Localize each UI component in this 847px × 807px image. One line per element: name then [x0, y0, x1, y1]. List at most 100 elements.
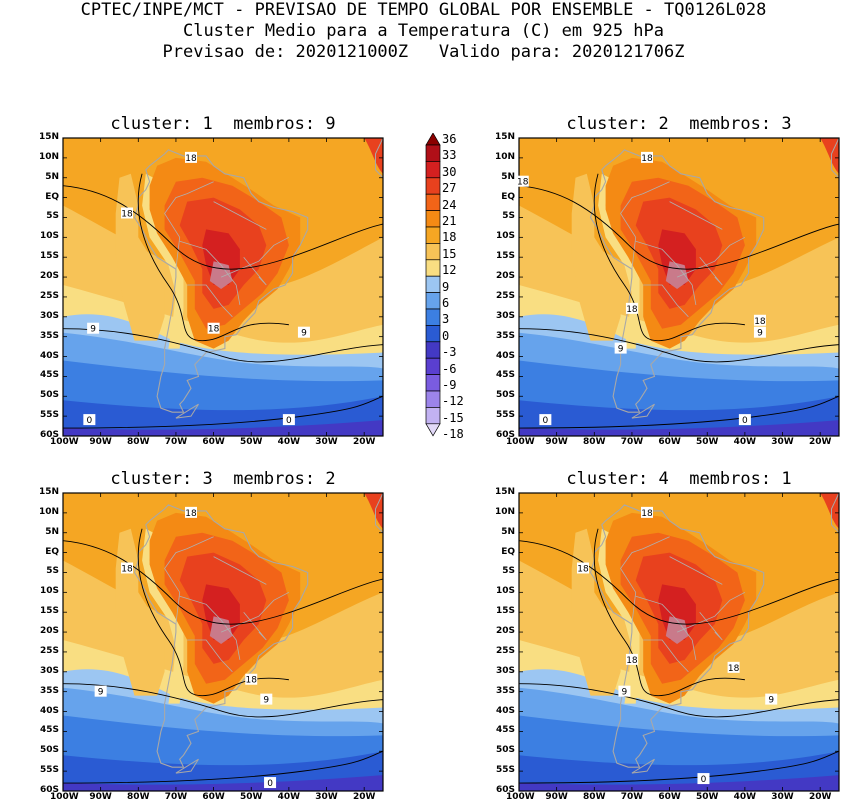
lat-tick-label: 60S [495, 430, 515, 440]
contour-label: 9 [768, 696, 774, 706]
lon-tick-label: 100W [506, 437, 535, 447]
contour-label: 18 [185, 509, 197, 519]
lat-tick-label: 5N [501, 171, 515, 182]
contour-label: 0 [286, 416, 292, 426]
lon-tick-label: 90W [89, 437, 112, 447]
panel-1-title: cluster: 1 membros: 9 [110, 114, 336, 134]
lon-tick-label: 50W [240, 792, 263, 802]
colorbar-box [425, 292, 441, 310]
lon-tick-label: 90W [89, 792, 112, 802]
lon-tick-label: 70W [620, 792, 644, 802]
lat-tick-label: 40S [495, 705, 515, 716]
contour-label-box [641, 151, 653, 163]
contour-label-box [121, 207, 133, 219]
lon-tick-label: 30W [771, 437, 794, 447]
contour-label: 0 [542, 416, 548, 426]
lon-tick-label: 50W [696, 437, 719, 447]
lat-tick-label: 5S [502, 566, 515, 577]
contour-label-box [697, 773, 710, 785]
colorbar-box [425, 193, 441, 211]
contour-label-box [727, 661, 740, 673]
lat-tick-label: 30S [495, 310, 515, 321]
contour-label-box [765, 693, 778, 705]
lat-tick-label: 15N [494, 132, 515, 142]
lat-tick-label: 45S [39, 370, 59, 381]
contour-label-box [753, 326, 766, 338]
lat-tick-label: 10N [38, 506, 59, 517]
colorbar-label: -3 [442, 345, 457, 360]
lat-tick-label: 35S [39, 330, 59, 341]
colorbar-box [425, 407, 441, 425]
panel-3-title: cluster: 3 membros: 2 [110, 469, 336, 489]
lat-tick-label: 10N [494, 506, 515, 517]
lon-tick-label: 60W [658, 792, 681, 802]
lat-tick-label: 10N [494, 151, 515, 162]
lat-tick-label: 55S [39, 410, 59, 421]
colorbar-box [425, 325, 441, 343]
lat-tick-label: 50S [495, 390, 515, 401]
colorbar-bottom-arrow [425, 423, 441, 437]
lat-tick-label: 50S [39, 745, 59, 756]
contour-label-box [121, 562, 133, 574]
contour-label: 0 [701, 775, 707, 785]
map-frame [518, 492, 840, 792]
lon-tick-label: 60W [658, 437, 681, 447]
lat-tick-label: 45S [495, 370, 515, 381]
lon-tick-label: 80W [127, 792, 150, 802]
lon-tick-label: 70W [620, 437, 644, 447]
contour-label-box [264, 777, 277, 789]
lon-tick-label: 100W [50, 792, 79, 802]
contour-label-box [641, 506, 653, 518]
contour-label: 9 [98, 688, 104, 698]
colorbar-box [425, 308, 441, 326]
contour-label-box [245, 673, 258, 685]
lat-tick-label: 5S [46, 211, 59, 222]
contour-label: 0 [86, 416, 92, 426]
colorbar-label: 9 [442, 279, 450, 294]
colorbar-label: -15 [442, 410, 464, 425]
coastline [133, 504, 309, 768]
panel-2-title: cluster: 2 membros: 3 [566, 114, 792, 134]
lat-tick-label: 5N [45, 171, 59, 182]
colorbar-label: 36 [442, 132, 457, 146]
panel-4-title: cluster: 4 membros: 1 [566, 469, 792, 489]
lon-tick-label: 30W [315, 437, 338, 447]
lat-tick-label: 15N [38, 132, 59, 142]
lat-tick-label: EQ [501, 546, 515, 557]
colorbar-label: -9 [442, 378, 457, 392]
lat-tick-label: 15S [39, 606, 59, 617]
lat-tick-label: 60S [495, 785, 515, 795]
lon-tick-label: 50W [696, 792, 719, 802]
contour-label: 18 [577, 564, 589, 574]
colorbar-label: 27 [442, 181, 457, 196]
contour-label-box [539, 414, 552, 426]
lon-tick-label: 70W [164, 437, 188, 447]
colorbar-label: 21 [442, 214, 457, 228]
contour-label: 18 [121, 564, 133, 574]
lat-tick-label: 15N [494, 487, 515, 497]
colorbar-label: -12 [442, 394, 464, 409]
colorbar-label: 6 [442, 296, 450, 310]
temperature-colorbar [425, 133, 441, 437]
contour-label-box [753, 314, 766, 326]
lat-tick-label: 25S [39, 645, 59, 656]
colorbar-box [425, 243, 441, 261]
lon-tick-label: 80W [583, 792, 606, 802]
lon-tick-label: 90W [545, 792, 568, 802]
lon-tick-label: 60W [202, 792, 225, 802]
lat-tick-label: 45S [495, 725, 515, 736]
contour-label-box [207, 322, 220, 334]
lat-tick-label: 30S [39, 665, 59, 676]
lat-tick-label: EQ [45, 546, 59, 557]
contour-label: 0 [742, 416, 748, 426]
colorbar-box [425, 390, 441, 408]
colorbar-box [425, 144, 441, 162]
contour-label-box [87, 322, 100, 334]
lon-tick-label: 20W [352, 792, 376, 802]
contour-label-box [282, 414, 295, 426]
lon-tick-label: 20W [808, 437, 832, 447]
lat-tick-label: 25S [495, 645, 515, 656]
colorbar-label: 0 [442, 328, 450, 343]
lon-tick-label: 20W [808, 792, 832, 802]
colorbar-box [425, 177, 441, 195]
